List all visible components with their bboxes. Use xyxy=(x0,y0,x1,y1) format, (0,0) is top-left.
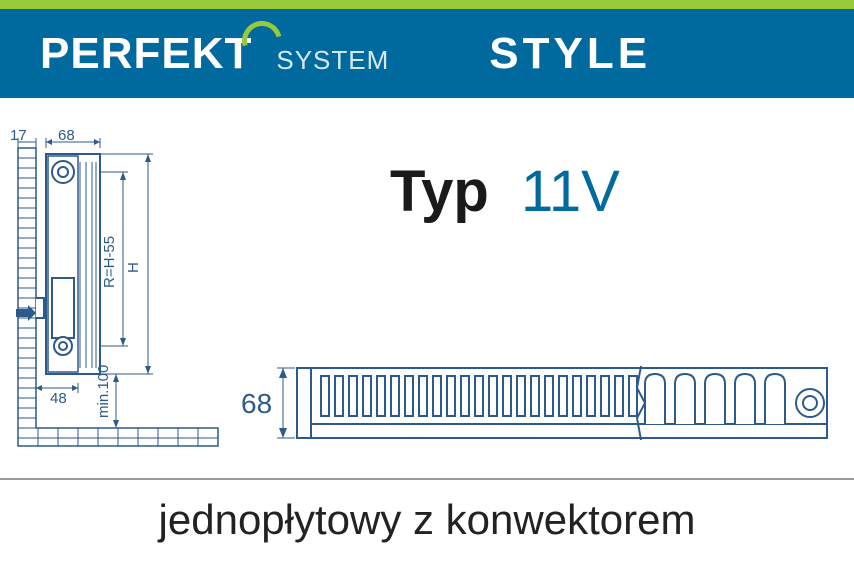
dim-bottom48: 48 xyxy=(50,390,67,407)
dim-depth68: 68 xyxy=(241,388,272,419)
brand-logo: PERFEKT SYSTEM xyxy=(40,29,389,79)
type-prefix: Typ xyxy=(390,159,489,224)
style-label: STYLE xyxy=(489,29,651,79)
type-label: Typ 11V xyxy=(390,158,620,225)
brand-main-text: PERFEKT xyxy=(40,29,252,79)
diagram-area: Typ 11V 17 68 xyxy=(0,98,854,478)
dim-H: H xyxy=(125,262,142,273)
grille-slots xyxy=(321,376,637,416)
dim-top68: 68 xyxy=(58,127,75,144)
type-value: 11V xyxy=(521,159,620,224)
side-view-diagram: 17 68 48 xyxy=(8,118,238,458)
brand-sub-text: SYSTEM xyxy=(276,45,389,76)
footer-description: jednopłytowy z konwektorem xyxy=(0,480,854,544)
dim-formula: R=H-55 xyxy=(101,236,118,288)
brand-swirl-icon xyxy=(242,21,278,57)
header-band: PERFEKT SYSTEM STYLE xyxy=(0,0,854,98)
top-view-diagram: 68 xyxy=(235,348,835,458)
dim-clearance: min.100 xyxy=(95,365,112,418)
